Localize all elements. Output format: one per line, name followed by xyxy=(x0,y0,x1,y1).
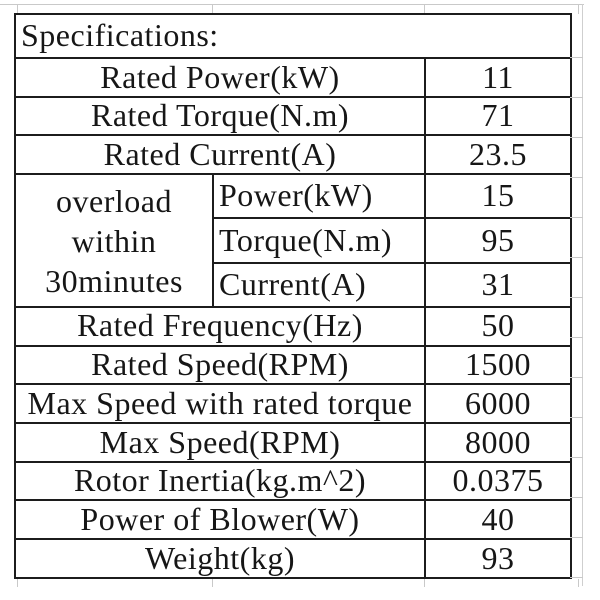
gridline-stub xyxy=(570,337,583,338)
gridline-stub xyxy=(570,257,583,258)
spec-label: Rated Frequency(Hz) xyxy=(14,305,426,347)
gridline-stub xyxy=(212,4,213,14)
gridline-stub xyxy=(212,579,213,587)
table-row: Rotor Inertia(kg.m^2) 0.0375 xyxy=(14,460,573,502)
gridline-stub xyxy=(570,177,583,178)
spec-sublabel: Torque(N.m) xyxy=(212,217,426,264)
gridline-stub xyxy=(570,457,583,458)
spec-value: 1500 xyxy=(423,344,573,386)
spec-value: 0.0375 xyxy=(423,460,573,502)
spec-value: 15 xyxy=(423,173,573,220)
spec-sublabel: Current(A) xyxy=(212,261,426,308)
gridline-stub xyxy=(570,537,583,538)
gridline-stub xyxy=(570,137,583,138)
spec-value: 11 xyxy=(423,57,573,98)
spec-label: Rotor Inertia(kg.m^2) xyxy=(14,460,426,502)
spec-label: Rated Power(kW) xyxy=(14,57,426,98)
overload-group-line: 30minutes xyxy=(45,262,183,299)
table-row: Rated Speed(RPM) 1500 xyxy=(14,344,573,386)
overload-group-line: overload xyxy=(56,182,172,219)
table-row: Rated Torque(N.m) 71 xyxy=(14,95,573,137)
overload-group-label: overload within 30minutes xyxy=(14,173,214,308)
spec-label: Rated Speed(RPM) xyxy=(14,344,426,386)
spec-value: 71 xyxy=(423,95,573,137)
spec-value: 23.5 xyxy=(423,134,573,176)
table-row: overload within 30minutes Power(kW) 15 xyxy=(14,173,573,308)
table-row: Power of Blower(W) 40 xyxy=(14,499,573,541)
gridline-stub xyxy=(570,57,583,58)
table-row: Max Speed with rated torque 6000 xyxy=(14,383,573,425)
table-row: Max Speed(RPM) 8000 xyxy=(14,422,573,463)
spec-label: Rated Current(A) xyxy=(14,134,426,176)
gridline-top xyxy=(0,4,584,5)
table-row: Weight(kg) 93 xyxy=(14,538,573,579)
specifications-table: Specifications: Rated Power(kW) 11 Rated… xyxy=(13,13,573,579)
spec-value: 93 xyxy=(423,538,573,579)
spec-value: 31 xyxy=(423,261,573,308)
spec-sublabel: Power(kW) xyxy=(212,173,426,220)
table-row: Current(A) 31 xyxy=(15,261,573,308)
spec-label: Max Speed(RPM) xyxy=(14,422,426,463)
gridline-stub xyxy=(424,4,425,14)
table-row: Rated Power(kW) 11 xyxy=(14,57,573,98)
gridline-stub xyxy=(570,417,583,418)
overload-group-line: within xyxy=(71,222,157,259)
spec-value: 50 xyxy=(423,305,573,347)
spec-label: Max Speed with rated torque xyxy=(14,383,426,425)
gridline-stub xyxy=(570,217,583,218)
spec-label: Power of Blower(W) xyxy=(14,499,426,541)
table-row: Specifications: xyxy=(13,13,573,59)
gridline-stub xyxy=(578,4,579,14)
table-title: Specifications: xyxy=(13,13,573,59)
gridline-stub xyxy=(570,297,583,298)
gridline-stub xyxy=(570,97,583,98)
spec-value: 8000 xyxy=(423,422,573,463)
table-row: Rated Frequency(Hz) 50 xyxy=(14,305,573,347)
gridline-stub xyxy=(570,497,583,498)
table-row: Rated Current(A) 23.5 xyxy=(14,134,573,176)
gridline-stub xyxy=(570,577,583,578)
gridline-stub xyxy=(17,4,18,14)
spec-value: 95 xyxy=(423,217,573,264)
gridline-stub xyxy=(17,579,18,587)
spec-label: Rated Torque(N.m) xyxy=(14,95,426,137)
gridline-stub xyxy=(578,579,579,587)
spec-value: 6000 xyxy=(423,383,573,425)
spec-label: Weight(kg) xyxy=(14,538,426,579)
gridline-stub xyxy=(424,579,425,587)
gridline-stub xyxy=(570,377,583,378)
gridline-right xyxy=(582,4,583,586)
table-row: Torque(N.m) 95 xyxy=(15,217,573,264)
spec-value: 40 xyxy=(423,499,573,541)
